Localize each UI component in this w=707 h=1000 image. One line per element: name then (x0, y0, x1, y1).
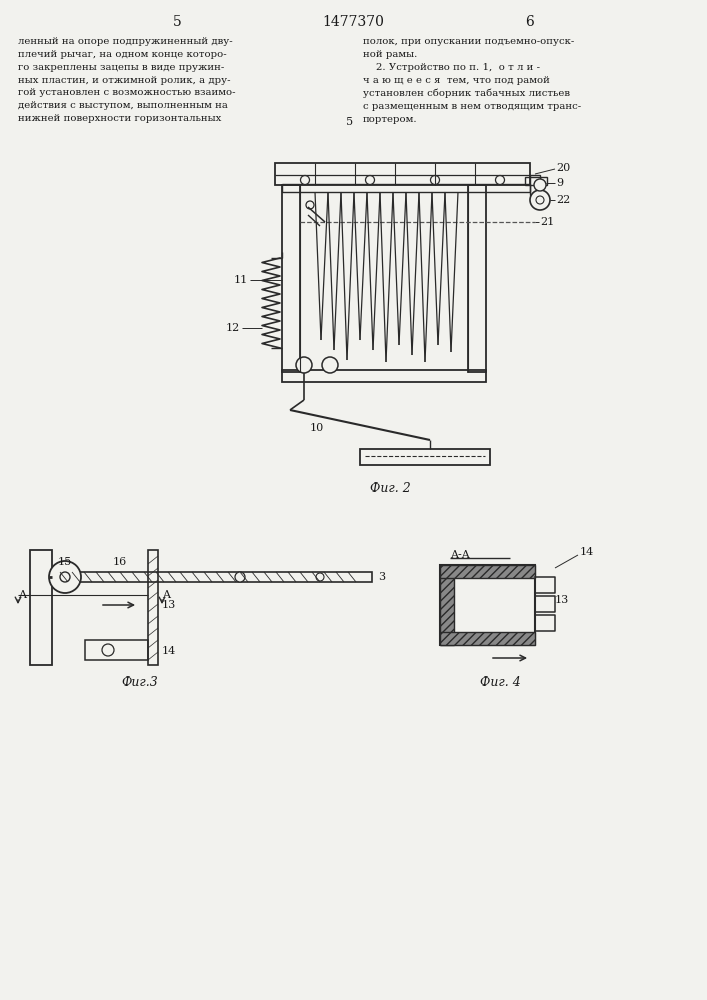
Text: 16: 16 (113, 557, 127, 567)
Text: Фиг.3: Фиг.3 (122, 676, 158, 688)
Text: полок, при опускании подъемно-опуск-
ной рамы.
    2. Устройство по п. 1,  о т л: полок, при опускании подъемно-опуск- ной… (363, 37, 581, 124)
Text: 13: 13 (162, 600, 176, 610)
Circle shape (60, 572, 70, 582)
Text: 11: 11 (234, 275, 248, 285)
Bar (275, 163, 530, 185)
Text: 22: 22 (556, 195, 571, 205)
Circle shape (300, 176, 310, 184)
Circle shape (431, 176, 440, 184)
Bar (52, 572, 372, 582)
Bar (148, 550, 158, 665)
Text: A-A: A-A (450, 550, 469, 560)
Text: ленный на опоре подпружиненный дву-
плечий рычаг, на одном конце которо-
го закр: ленный на опоре подпружиненный дву- плеч… (18, 37, 235, 123)
Circle shape (306, 201, 314, 209)
Circle shape (496, 176, 505, 184)
Bar (440, 632, 535, 645)
Bar (440, 565, 535, 578)
Text: 20: 20 (556, 163, 571, 173)
Text: 5: 5 (173, 15, 182, 29)
Text: 6: 6 (525, 15, 534, 29)
Bar (440, 565, 535, 645)
Bar (282, 370, 486, 382)
Circle shape (536, 196, 544, 204)
Text: 10: 10 (310, 423, 325, 433)
Circle shape (296, 357, 312, 373)
Bar (360, 449, 490, 465)
Bar (525, 177, 547, 185)
Circle shape (530, 190, 550, 210)
Text: A: A (18, 590, 26, 600)
Bar (440, 565, 454, 645)
Text: 3: 3 (378, 572, 385, 582)
Bar (282, 184, 530, 192)
Text: Фиг. 4: Фиг. 4 (479, 676, 520, 688)
Text: 5: 5 (346, 117, 354, 127)
Text: A: A (162, 590, 170, 600)
Text: 12: 12 (226, 323, 240, 333)
Text: 14: 14 (162, 646, 176, 656)
Circle shape (316, 573, 324, 581)
Text: 9: 9 (556, 178, 563, 188)
Circle shape (366, 176, 375, 184)
Bar (282, 185, 300, 372)
Text: 1477370: 1477370 (322, 15, 384, 29)
Circle shape (49, 561, 81, 593)
Text: 15: 15 (58, 557, 72, 567)
Circle shape (102, 644, 114, 656)
Text: 14: 14 (580, 547, 595, 557)
Bar (85, 640, 148, 660)
Bar (530, 175, 540, 195)
Circle shape (322, 357, 338, 373)
Text: Фиг. 2: Фиг. 2 (370, 482, 410, 494)
Bar (468, 185, 486, 372)
Text: 21: 21 (540, 217, 554, 227)
Circle shape (534, 179, 546, 191)
Text: 13: 13 (555, 595, 569, 605)
Circle shape (235, 572, 245, 582)
Bar (30, 550, 52, 665)
